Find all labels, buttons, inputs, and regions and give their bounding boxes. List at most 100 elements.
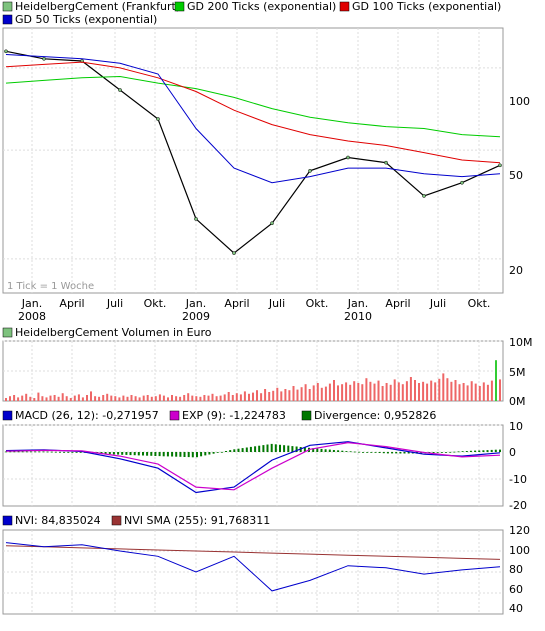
volume-bar xyxy=(308,389,311,401)
divergence-bar xyxy=(499,449,501,452)
volume-bar xyxy=(130,395,133,401)
volume-bar xyxy=(328,383,331,401)
price-point xyxy=(4,49,8,54)
volume-bar xyxy=(474,383,477,401)
divergence-bar xyxy=(486,450,489,452)
volume-bar xyxy=(94,396,97,401)
volume-bar xyxy=(454,380,457,401)
x-label-jan08: Jan. xyxy=(21,297,42,310)
divergence-bar xyxy=(166,452,169,457)
volume-bar xyxy=(219,395,222,401)
divergence-bar xyxy=(432,452,435,453)
volume-bar xyxy=(227,392,230,401)
volume-bar xyxy=(203,395,206,401)
volume-bar xyxy=(195,396,198,401)
divergence-bar xyxy=(183,452,186,457)
volume-bar xyxy=(397,382,400,401)
divergence-bar xyxy=(391,452,394,454)
divergence-bar xyxy=(241,448,244,452)
volume-bar xyxy=(118,397,121,401)
divergence-bar xyxy=(9,451,12,453)
price-point xyxy=(232,251,236,255)
volume-bar xyxy=(373,383,376,401)
divergence-bar xyxy=(162,452,165,457)
volume-bars xyxy=(5,360,501,401)
year-label-2008: 2008 xyxy=(18,310,46,323)
volume-bar xyxy=(385,383,388,401)
divergence-bar xyxy=(366,452,369,453)
volume-bar xyxy=(37,392,40,401)
x-label-apr08: April xyxy=(59,297,84,310)
series-exp xyxy=(5,441,501,491)
divergence-bar xyxy=(312,448,315,452)
legend-swatch-gd100 xyxy=(339,1,350,12)
volume-bar xyxy=(41,396,44,401)
volume-bar xyxy=(357,383,360,401)
volume-bar xyxy=(442,373,445,401)
divergence-bar xyxy=(382,452,385,454)
x-label-jul09: Juli xyxy=(268,297,285,310)
divergence-bar xyxy=(283,445,286,452)
volume-bar xyxy=(45,397,48,401)
nvi-tick-100: 100 xyxy=(509,544,530,557)
volume-bar xyxy=(199,396,202,401)
divergence-bar xyxy=(420,452,423,454)
nvi-series xyxy=(5,542,501,592)
volume-bar xyxy=(276,387,279,401)
price-plot-area xyxy=(2,27,504,294)
volume-bar xyxy=(191,395,194,401)
series-gd50 xyxy=(5,54,501,184)
volume-bar xyxy=(361,384,364,401)
divergence-bar xyxy=(121,452,124,455)
divergence-bar xyxy=(137,452,140,456)
divergence-bar xyxy=(316,448,319,452)
nvi-tick-40: 40 xyxy=(509,602,523,615)
divergence-bar xyxy=(461,451,464,452)
volume-bar xyxy=(142,395,145,401)
volume-bar xyxy=(102,395,105,401)
year-label-2010: 2010 xyxy=(344,310,372,323)
volume-bar xyxy=(272,390,275,401)
volume-bar xyxy=(77,394,80,401)
volume-bar xyxy=(215,396,218,401)
divergence-bar xyxy=(436,452,439,453)
volume-bar xyxy=(126,396,129,401)
divergence-bar xyxy=(453,451,456,453)
volume-bar xyxy=(86,395,88,401)
divergence-bar xyxy=(220,451,223,453)
legend-swatch-price xyxy=(2,1,13,12)
divergence-bar xyxy=(374,452,377,453)
divergence-bar xyxy=(287,445,290,452)
series-gd100 xyxy=(5,61,501,164)
volume-bar xyxy=(478,386,481,401)
volume-bar xyxy=(187,393,190,401)
legend-divergence: Divergence: 0,952826 xyxy=(314,409,436,422)
volume-bar xyxy=(470,381,473,401)
divergence-bar xyxy=(494,449,497,452)
volume-bar xyxy=(65,396,68,401)
legend-nvi: NVI: 84,835024 xyxy=(15,514,101,527)
divergence-bar xyxy=(274,444,277,452)
price-series xyxy=(4,49,502,255)
divergence-bar xyxy=(133,452,136,456)
volume-bar xyxy=(53,395,56,401)
x-label-jul08: Juli xyxy=(106,297,123,310)
price-point xyxy=(346,155,350,160)
volume-bar xyxy=(389,384,392,401)
volume-bar xyxy=(114,396,117,401)
legend-swatch-gd200 xyxy=(174,1,185,12)
divergence-bar xyxy=(54,451,57,453)
divergence-bar xyxy=(212,452,215,454)
divergence-bar xyxy=(21,451,24,453)
volume-bar xyxy=(434,382,437,401)
macd-plot-area xyxy=(2,424,504,507)
volume-bar xyxy=(158,394,161,401)
volume-bar xyxy=(146,395,149,401)
volume-tick-10m: 10M xyxy=(509,336,533,349)
divergence-bar xyxy=(482,450,485,452)
tick-note: 1 Tick = 1 Woche xyxy=(7,281,94,292)
volume-bar xyxy=(260,393,263,401)
volume-bar xyxy=(369,381,372,401)
price-tick-50: 50 xyxy=(509,169,523,182)
divergence-bar xyxy=(42,451,45,453)
